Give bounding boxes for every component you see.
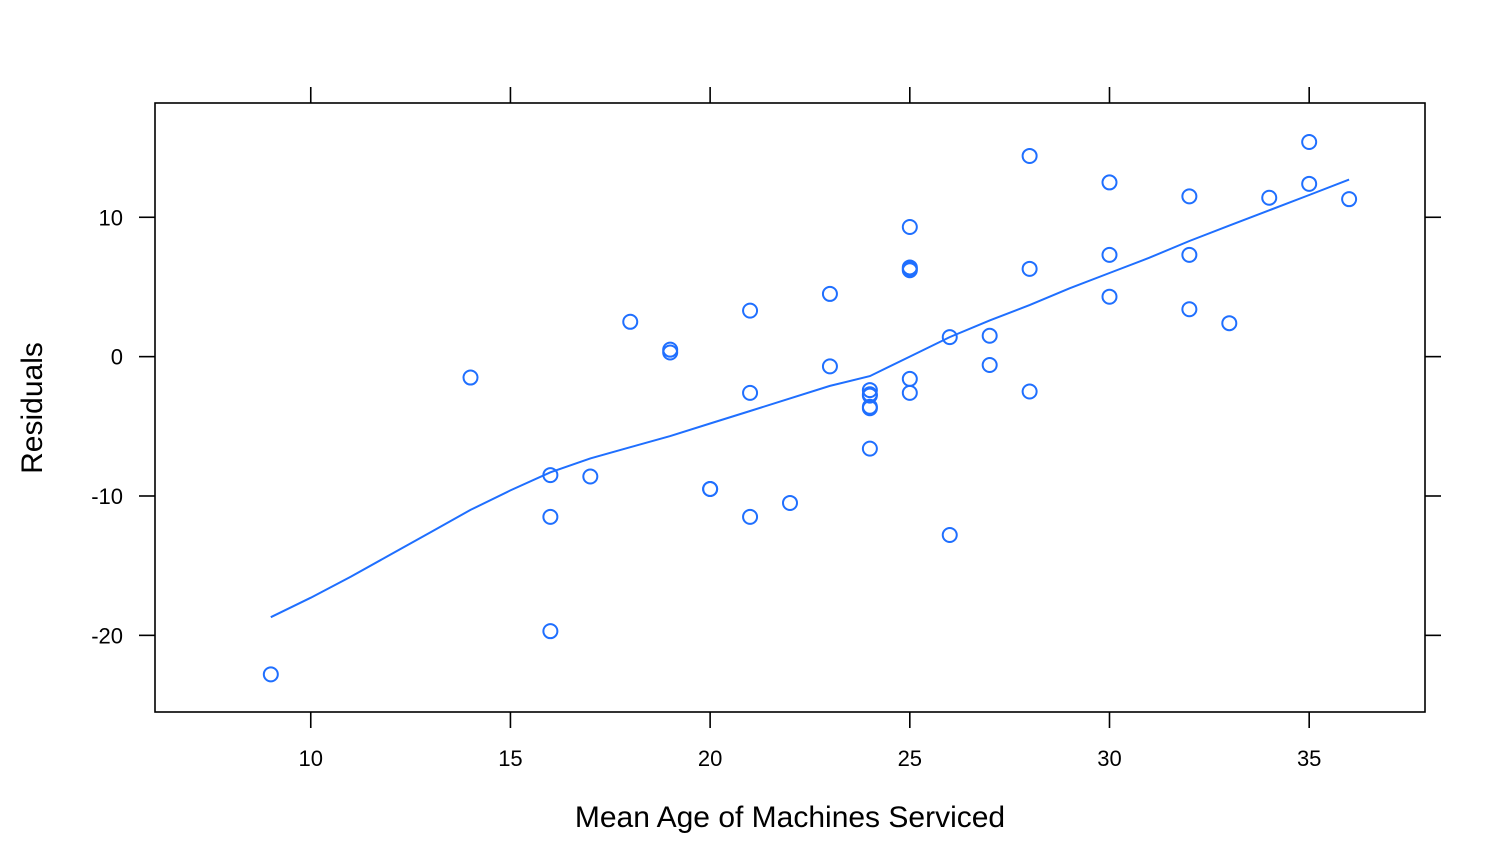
x-tick-label: 15 <box>498 746 522 771</box>
x-tick-label: 25 <box>898 746 922 771</box>
residual-point <box>1101 246 1118 263</box>
residual-point <box>782 494 798 511</box>
residual-point <box>981 356 998 373</box>
x-tick-label: 20 <box>698 746 722 771</box>
residual-point <box>981 327 998 344</box>
residual-point <box>941 329 958 346</box>
residual-point <box>1021 260 1038 277</box>
residual-point <box>861 382 878 399</box>
residual-point <box>1181 188 1198 205</box>
x-tick-label: 30 <box>1097 746 1121 771</box>
x-axis-ticks: 10 15 20 25 30 35 <box>299 87 1321 771</box>
residual-point <box>901 262 918 279</box>
residual-point <box>462 369 479 386</box>
residual-point <box>262 666 279 683</box>
residual-point <box>941 527 958 544</box>
y-tick-label: 10 <box>99 205 123 230</box>
residual-point <box>1301 175 1318 192</box>
residual-point <box>821 285 838 302</box>
residual-point <box>861 386 878 403</box>
residual-point <box>901 384 918 401</box>
residual-point <box>1261 189 1278 206</box>
x-axis-title: Mean Age of Machines Serviced <box>575 801 1005 834</box>
residual-point <box>542 623 559 640</box>
residual-point <box>901 219 918 236</box>
residual-point <box>1101 174 1118 191</box>
residual-point <box>901 370 918 387</box>
residual-point <box>1021 383 1038 400</box>
residual-point <box>622 313 639 330</box>
residual-point <box>542 467 559 484</box>
x-tick-label: 10 <box>299 746 323 771</box>
y-axis-title: Residuals <box>16 342 49 474</box>
smooth-trend-line <box>270 178 1350 619</box>
residual-point <box>1181 246 1198 263</box>
residual-point <box>1341 191 1358 208</box>
y-tick-label: 0 <box>111 345 123 370</box>
residual-point <box>861 440 878 457</box>
residual-point <box>702 481 719 498</box>
plot-panel-frame <box>154 102 1426 713</box>
residual-point <box>1301 134 1318 151</box>
x-tick-label: 35 <box>1297 746 1321 771</box>
residual-point <box>742 302 759 319</box>
y-tick-label: -10 <box>91 484 123 509</box>
residual-point <box>1221 315 1238 332</box>
y-tick-label: -20 <box>91 623 123 648</box>
residual-point <box>742 508 759 525</box>
residual-point <box>1101 288 1118 305</box>
residual-point <box>582 468 599 485</box>
residual-point <box>1181 301 1198 318</box>
residual-point <box>1021 147 1038 164</box>
residual-point <box>742 384 759 401</box>
residual-points <box>262 134 1358 683</box>
y-axis-ticks: -20 -10 0 10 <box>91 205 1441 648</box>
residual-point <box>542 508 559 525</box>
residual-point <box>821 358 838 375</box>
residual-point <box>662 344 679 361</box>
